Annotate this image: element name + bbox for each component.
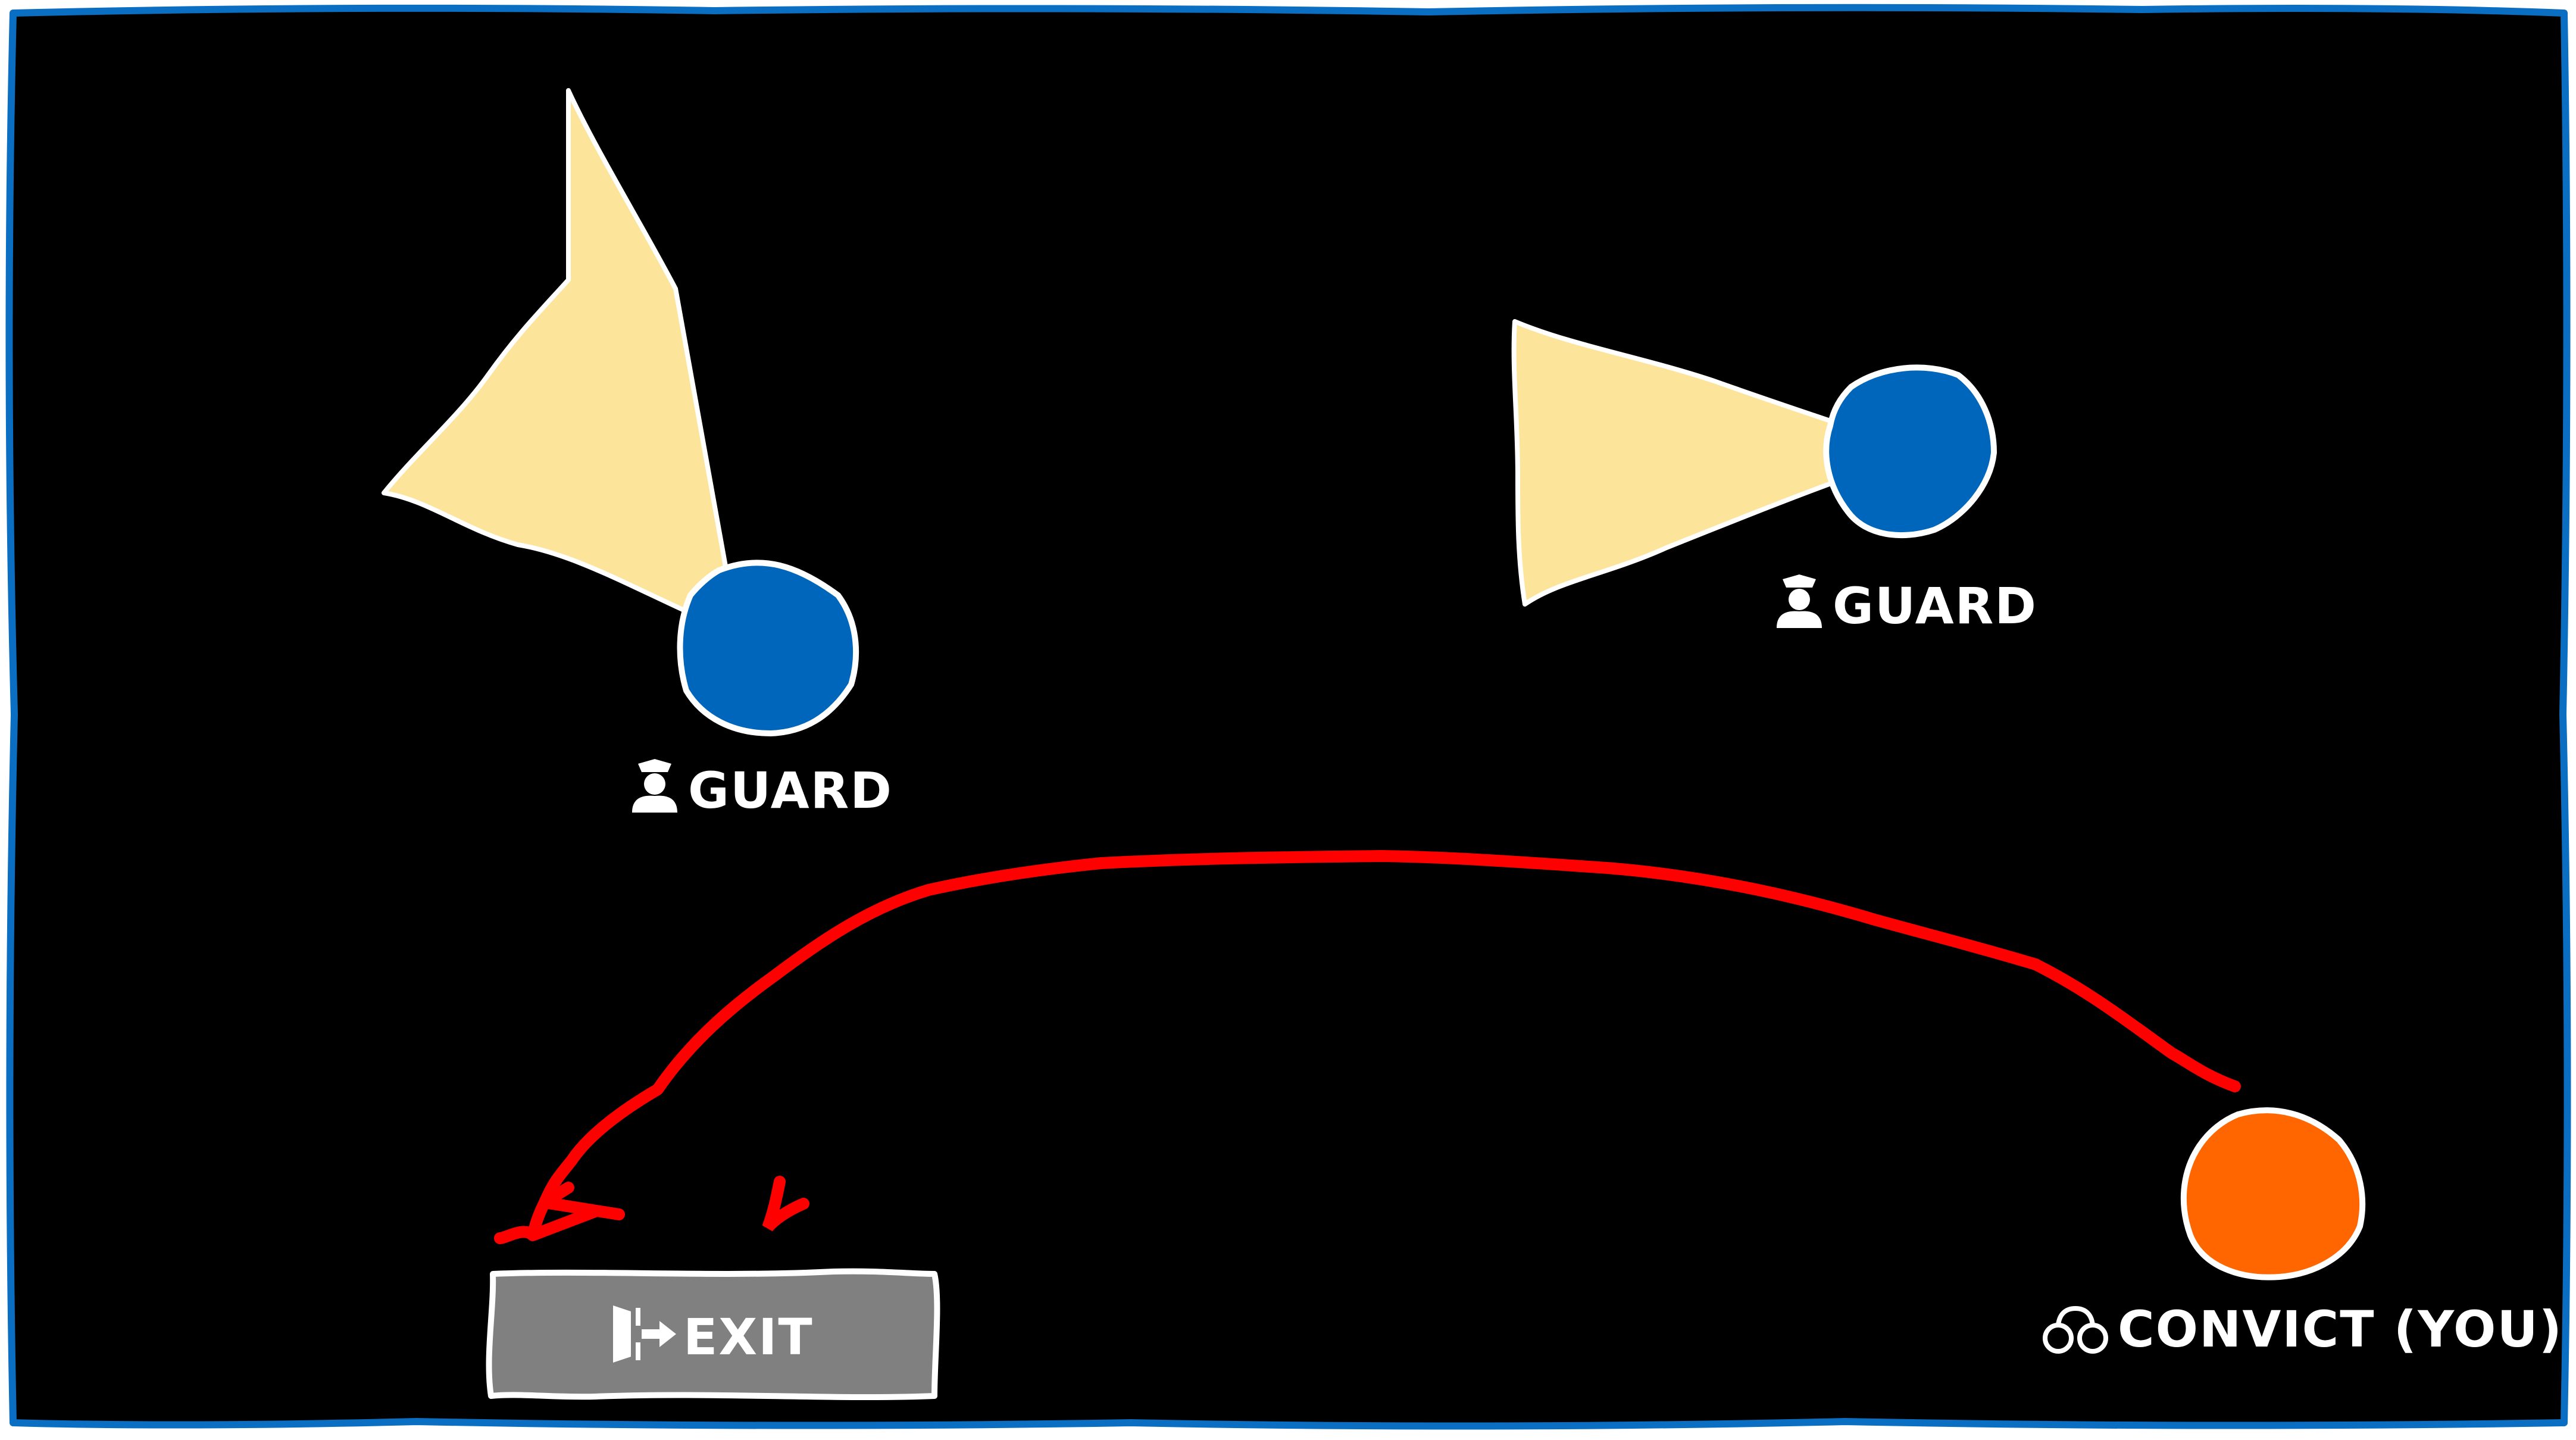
- convict-label-text: CONVICT (YOU): [2118, 1300, 2563, 1358]
- police-officer-icon: [1777, 574, 1822, 628]
- convict-body[interactable]: [2180, 1107, 2366, 1280]
- exit-door-icon: [613, 1305, 676, 1363]
- exit-zone[interactable]: EXIT: [486, 1268, 940, 1401]
- escape-path-arrowhead: [762, 1176, 809, 1232]
- guard-label: GUARD: [1777, 574, 2037, 635]
- guard-label-text: GUARD: [688, 761, 893, 820]
- guard-label-text: GUARD: [1833, 577, 2037, 635]
- guard-vision-cone: [382, 88, 730, 616]
- handcuffs-icon: [2043, 1305, 2108, 1354]
- police-officer-icon: [632, 759, 677, 813]
- convict-label: CONVICT (YOU): [2043, 1300, 2563, 1358]
- exit-pad: [486, 1268, 940, 1401]
- guard-body[interactable]: [677, 560, 859, 737]
- escape-path-arrow: [494, 850, 2241, 1244]
- guard-label: GUARD: [632, 759, 893, 820]
- exit-label-text: EXIT: [683, 1308, 814, 1366]
- guard-body[interactable]: [1823, 364, 1997, 539]
- guard-vision-cone: [1511, 319, 1842, 607]
